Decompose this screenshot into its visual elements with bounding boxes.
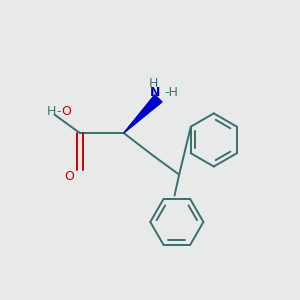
Text: H: H: [46, 105, 56, 118]
Text: H: H: [149, 77, 158, 90]
Text: -H: -H: [164, 86, 178, 99]
Text: O: O: [61, 105, 71, 118]
Polygon shape: [124, 95, 162, 133]
Text: N: N: [150, 86, 160, 99]
Text: -: -: [57, 105, 61, 118]
Text: O: O: [64, 170, 74, 183]
